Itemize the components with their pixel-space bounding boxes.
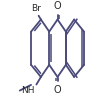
Text: O: O (54, 85, 61, 95)
Text: O: O (54, 1, 61, 11)
Text: NH: NH (21, 86, 35, 95)
Text: Br: Br (31, 4, 41, 13)
